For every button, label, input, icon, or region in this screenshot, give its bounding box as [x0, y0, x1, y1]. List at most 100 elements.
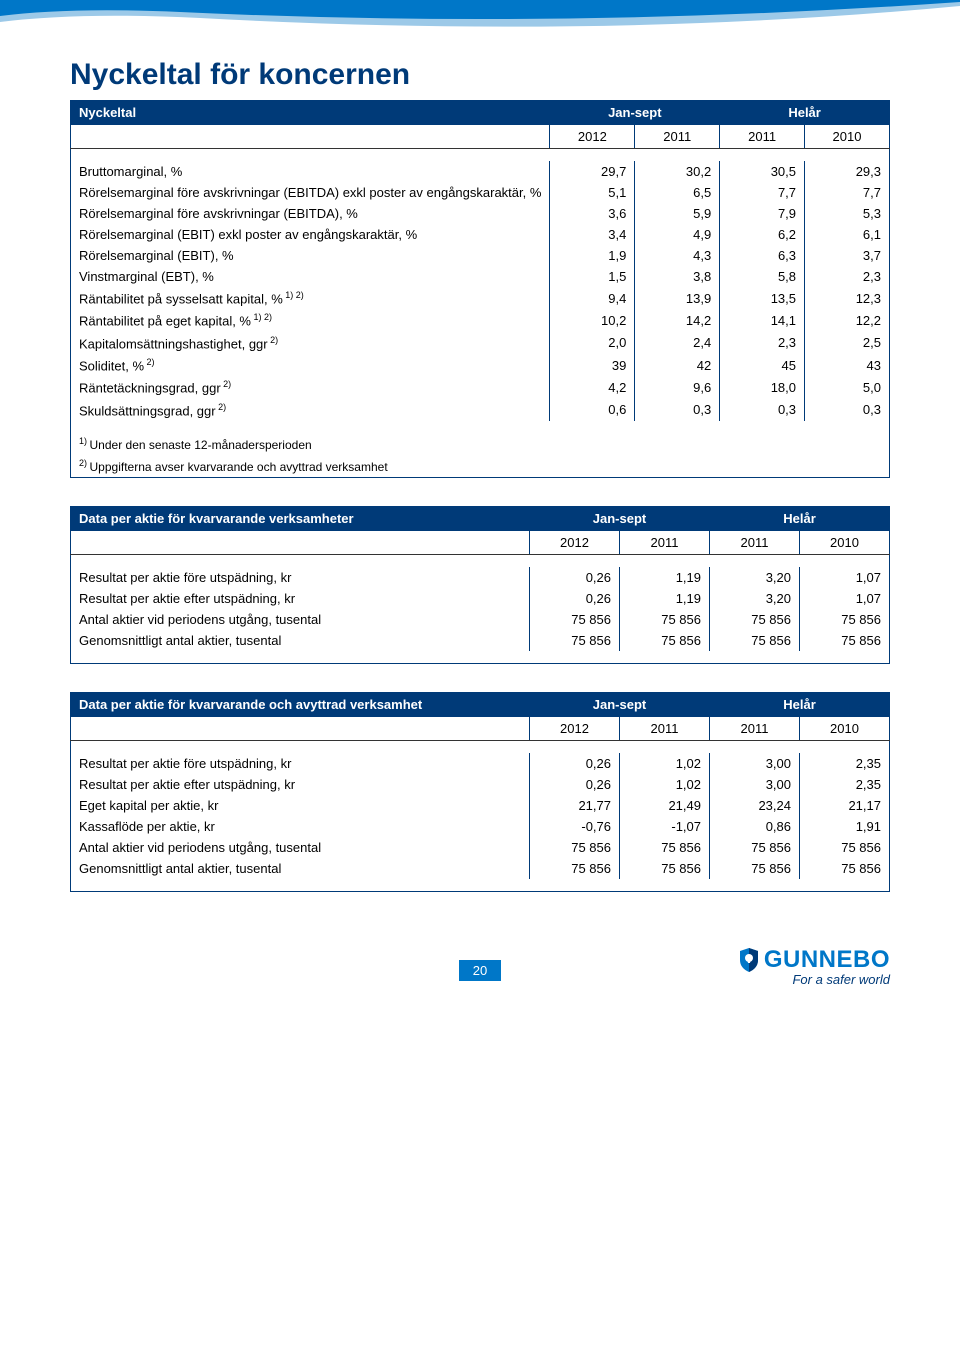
- cell-value: 75 856: [530, 609, 620, 630]
- cell-value: 7,9: [720, 203, 805, 224]
- row-label: Rörelsemarginal (EBIT), %: [71, 245, 550, 266]
- cell-value: 1,02: [620, 774, 710, 795]
- cell-value: 21,77: [530, 795, 620, 816]
- cell-value: -1,07: [620, 816, 710, 837]
- cell-value: 75 856: [620, 858, 710, 879]
- table-row: Bruttomarginal, %29,730,230,529,3: [71, 161, 890, 182]
- col-header: 2010: [800, 716, 890, 740]
- cell-value: 2,35: [800, 753, 890, 774]
- cell-value: 2,5: [805, 332, 890, 354]
- cell-value: 21,17: [800, 795, 890, 816]
- row-label: Kassaflöde per aktie, kr: [71, 816, 530, 837]
- table-row: Genomsnittligt antal aktier, tusental75 …: [71, 630, 890, 651]
- cell-value: 2,3: [805, 266, 890, 287]
- cell-value: 0,3: [805, 399, 890, 421]
- table-row: Antal aktier vid periodens utgång, tusen…: [71, 837, 890, 858]
- cell-value: 0,86: [710, 816, 800, 837]
- cell-value: 39: [550, 354, 635, 376]
- cell-value: 12,3: [805, 287, 890, 309]
- cell-value: 4,2: [550, 376, 635, 398]
- row-label: Resultat per aktie före utspädning, kr: [71, 567, 530, 588]
- row-label: Rörelsemarginal (EBIT) exkl poster av en…: [71, 224, 550, 245]
- table-row: Kassaflöde per aktie, kr-0,76-1,070,861,…: [71, 816, 890, 837]
- cell-value: 0,3: [635, 399, 720, 421]
- cell-value: 2,35: [800, 774, 890, 795]
- cell-value: 12,2: [805, 309, 890, 331]
- cell-value: 75 856: [800, 837, 890, 858]
- col-group: Jan-sept: [550, 101, 720, 125]
- cell-value: 0,3: [720, 399, 805, 421]
- cell-value: 1,19: [620, 588, 710, 609]
- logo-tagline: For a safer world: [738, 972, 890, 987]
- cell-value: 1,02: [620, 753, 710, 774]
- cell-value: 6,3: [720, 245, 805, 266]
- table-row: Resultat per aktie efter utspädning, kr0…: [71, 774, 890, 795]
- cell-value: 3,7: [805, 245, 890, 266]
- col-header: 2011: [620, 530, 710, 554]
- table-title: Data per aktie för kvarvarande och avytt…: [71, 692, 530, 716]
- cell-value: 14,1: [720, 309, 805, 331]
- cell-value: 0,26: [530, 588, 620, 609]
- cell-value: 6,2: [720, 224, 805, 245]
- cell-value: 9,4: [550, 287, 635, 309]
- cell-value: 75 856: [710, 837, 800, 858]
- cell-value: 45: [720, 354, 805, 376]
- header-swoosh: [0, 0, 960, 40]
- cell-value: 21,49: [620, 795, 710, 816]
- row-label: Skuldsättningsgrad, ggr 2): [71, 399, 550, 421]
- row-label: Räntabilitet på eget kapital, % 1) 2): [71, 309, 550, 331]
- row-label: Eget kapital per aktie, kr: [71, 795, 530, 816]
- table-row: Skuldsättningsgrad, ggr 2)0,60,30,30,3: [71, 399, 890, 421]
- cell-value: 1,5: [550, 266, 635, 287]
- col-header: 2011: [635, 125, 720, 149]
- table-row: Vinstmarginal (EBT), %1,53,85,82,3: [71, 266, 890, 287]
- table-row: Räntabilitet på eget kapital, % 1) 2)10,…: [71, 309, 890, 331]
- cell-value: 1,07: [800, 567, 890, 588]
- cell-value: 1,91: [800, 816, 890, 837]
- cell-value: 7,7: [720, 182, 805, 203]
- cell-value: 3,4: [550, 224, 635, 245]
- cell-value: 3,00: [710, 753, 800, 774]
- cell-value: 29,7: [550, 161, 635, 182]
- cell-value: 10,2: [550, 309, 635, 331]
- table-row: Rörelsemarginal före avskrivningar (EBIT…: [71, 203, 890, 224]
- table-row: Räntabilitet på sysselsatt kapital, % 1)…: [71, 287, 890, 309]
- cell-value: 3,20: [710, 588, 800, 609]
- cell-value: 5,0: [805, 376, 890, 398]
- row-label: Räntetäckningsgrad, ggr 2): [71, 376, 550, 398]
- cell-value: 1,19: [620, 567, 710, 588]
- cell-value: 30,5: [720, 161, 805, 182]
- cell-value: 75 856: [620, 630, 710, 651]
- row-label: Genomsnittligt antal aktier, tusental: [71, 858, 530, 879]
- table-row: Rörelsemarginal (EBIT), %1,94,36,33,7: [71, 245, 890, 266]
- cell-value: 5,1: [550, 182, 635, 203]
- cell-value: 0,26: [530, 774, 620, 795]
- page-footer: 20 GUNNEBO For a safer world: [0, 960, 960, 1001]
- data-per-aktie-avyttrad-table: Data per aktie för kvarvarande och avytt…: [70, 692, 890, 892]
- cell-value: 3,20: [710, 567, 800, 588]
- cell-value: 3,6: [550, 203, 635, 224]
- table-row: Resultat per aktie före utspädning, kr0,…: [71, 753, 890, 774]
- table-row: Eget kapital per aktie, kr21,7721,4923,2…: [71, 795, 890, 816]
- cell-value: 18,0: [720, 376, 805, 398]
- cell-value: 0,26: [530, 567, 620, 588]
- footnote-row: 1) Under den senaste 12-månadersperioden: [71, 433, 890, 455]
- col-header: 2011: [720, 125, 805, 149]
- cell-value: 75 856: [530, 837, 620, 858]
- cell-value: 2,3: [720, 332, 805, 354]
- cell-value: 42: [635, 354, 720, 376]
- col-header: 2011: [710, 530, 800, 554]
- cell-value: 75 856: [530, 630, 620, 651]
- cell-value: 2,0: [550, 332, 635, 354]
- cell-value: 30,2: [635, 161, 720, 182]
- col-header: 2012: [530, 716, 620, 740]
- cell-value: 75 856: [530, 858, 620, 879]
- cell-value: 23,24: [710, 795, 800, 816]
- col-group: Helår: [710, 506, 890, 530]
- cell-value: 7,7: [805, 182, 890, 203]
- row-label: Antal aktier vid periodens utgång, tusen…: [71, 609, 530, 630]
- row-label: Vinstmarginal (EBT), %: [71, 266, 550, 287]
- cell-value: 6,5: [635, 182, 720, 203]
- cell-value: 0,26: [530, 753, 620, 774]
- cell-value: 5,9: [635, 203, 720, 224]
